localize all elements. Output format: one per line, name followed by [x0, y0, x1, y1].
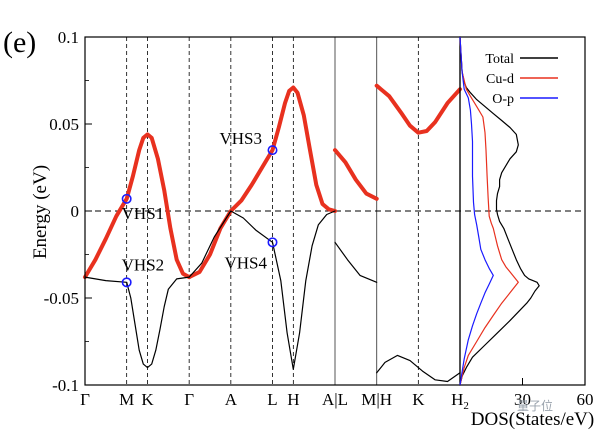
- kpoint-label: A: [225, 390, 238, 409]
- panel-label: (e): [3, 26, 36, 59]
- watermark-text: 量子位: [517, 398, 553, 413]
- dos-x-axis-label: DOS(States/eV): [471, 409, 594, 430]
- vhs-label: VHS4: [225, 253, 268, 272]
- dos-line-total: [459, 36, 540, 386]
- legend-label: O-p: [492, 92, 514, 107]
- vhs-marker: [267, 145, 278, 156]
- flat-band-line: [83, 132, 192, 280]
- vhs-marker: [121, 193, 132, 204]
- kpoint-label: H2: [451, 390, 469, 412]
- flat-band-line: [374, 83, 462, 135]
- kpoint-label: H: [287, 390, 299, 409]
- dispersive-band-line: [188, 210, 336, 370]
- dispersive-band-line: [84, 276, 190, 369]
- dos-x-tick-label: 60: [577, 390, 594, 409]
- dos-x-tick-label: 30: [514, 390, 531, 409]
- kpoint-label: Γ: [184, 390, 194, 409]
- y-tick-label: 0.05: [49, 115, 79, 134]
- vhs-label: VHS2: [122, 255, 165, 274]
- kpoint-label: Γ: [80, 390, 90, 409]
- vhs-label: VHS1: [122, 204, 165, 223]
- flat-band-line: [333, 148, 379, 201]
- vhs-marker: [267, 237, 278, 248]
- dispersive-band-line: [334, 241, 378, 283]
- flat-band-line: [187, 85, 337, 280]
- y-tick-label: -0.1: [52, 376, 79, 395]
- kpoint-label: K: [412, 390, 425, 409]
- kpoint-label: K: [141, 390, 154, 409]
- legend-label: Cu-d: [486, 72, 514, 87]
- vhs-label: VHS3: [220, 129, 263, 148]
- kpoint-label: A|L: [322, 390, 348, 409]
- dos-line-o-p: [459, 36, 494, 386]
- kpoint-label: M: [119, 390, 134, 409]
- vhs-marker: [121, 277, 132, 288]
- dos-line-cu-d: [459, 36, 519, 386]
- y-axis-label: Energy (eV): [30, 165, 51, 259]
- kpoint-label: M|H: [361, 390, 392, 409]
- y-tick-label: 0.1: [58, 28, 79, 47]
- y-tick-label: 0: [71, 202, 80, 221]
- dispersive-band-line: [376, 354, 461, 383]
- kpoint-label: L: [267, 390, 277, 409]
- y-tick-label: -0.05: [44, 289, 79, 308]
- legend-label: Total: [485, 52, 514, 67]
